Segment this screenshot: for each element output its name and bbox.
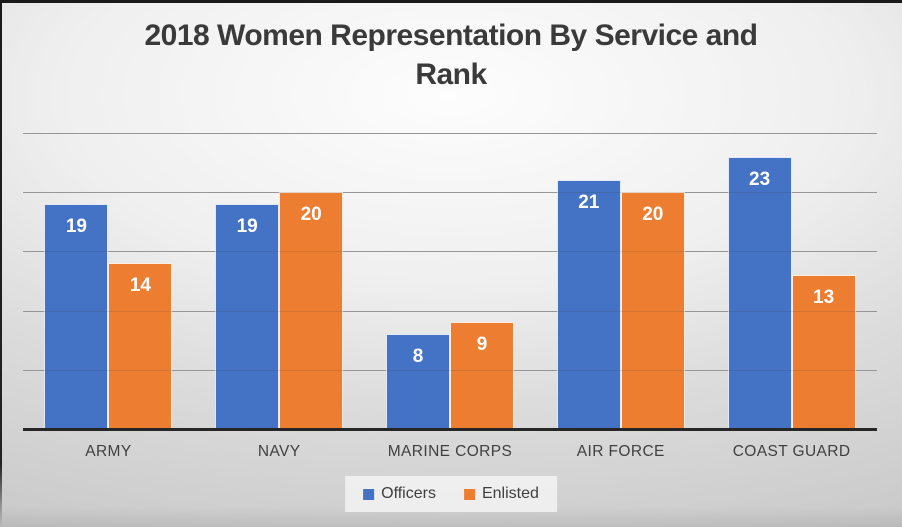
x-axis-label-coast-guard: COAST GUARD [732, 443, 851, 460]
bar-officers-air-force: 21 [556, 180, 621, 429]
bar-value-label: 21 [578, 192, 600, 214]
bar-value-label: 9 [476, 334, 488, 356]
x-axis-label-marine-corps: MARINE CORPS [387, 443, 513, 460]
bar-enlisted-air-force: 20 [620, 192, 685, 429]
bar-officers-army: 19 [44, 204, 109, 429]
bar-value-label: 8 [412, 346, 424, 368]
gridline [23, 133, 877, 134]
slide-left-border [0, 0, 2, 527]
x-axis-line [23, 428, 877, 431]
chart-title: 2018 Women Representation By Service and… [144, 19, 758, 91]
gridline [23, 192, 877, 194]
bar-officers-coast-guard: 23 [727, 156, 792, 429]
bar-value-label: 20 [642, 204, 664, 226]
bar-enlisted-marine-corps: 9 [450, 322, 514, 429]
x-axis-label-army: ARMY [85, 443, 132, 460]
gridline-overlay [23, 192, 877, 194]
bar-enlisted-navy: 20 [279, 192, 344, 429]
bar-value-label: 13 [813, 287, 835, 309]
bar-enlisted-coast-guard: 13 [791, 275, 856, 429]
bar-officers-marine-corps: 8 [386, 334, 450, 429]
bar-enlisted-army: 14 [108, 263, 173, 429]
gridline-overlay [23, 133, 877, 134]
bar-value-label: 14 [129, 275, 151, 297]
x-axis-label-navy: NAVY [257, 443, 301, 460]
bar-value-label: 19 [65, 216, 87, 238]
legend-label: Officers [381, 485, 436, 502]
chart-legend: Officers Enlisted [345, 476, 557, 512]
legend-swatch-enlisted [463, 488, 475, 500]
gridline-overlay [23, 310, 877, 312]
legend-item-officers: Officers [363, 485, 436, 503]
gridline-overlay [23, 251, 877, 253]
bar-value-label: 20 [300, 204, 322, 226]
gridline [23, 310, 877, 312]
legend-swatch-officers [363, 488, 375, 500]
gridline [23, 251, 877, 253]
bar-value-label: 23 [749, 168, 771, 190]
legend-item-enlisted: Enlisted [463, 485, 539, 503]
bar-value-label: 19 [236, 216, 258, 238]
gridline-overlay [23, 369, 877, 371]
x-axis-label-air-force: AIR FORCE [576, 443, 665, 460]
bar-officers-navy: 19 [215, 204, 280, 429]
slide-top-border [0, 0, 902, 3]
legend-label: Enlisted [481, 485, 539, 502]
